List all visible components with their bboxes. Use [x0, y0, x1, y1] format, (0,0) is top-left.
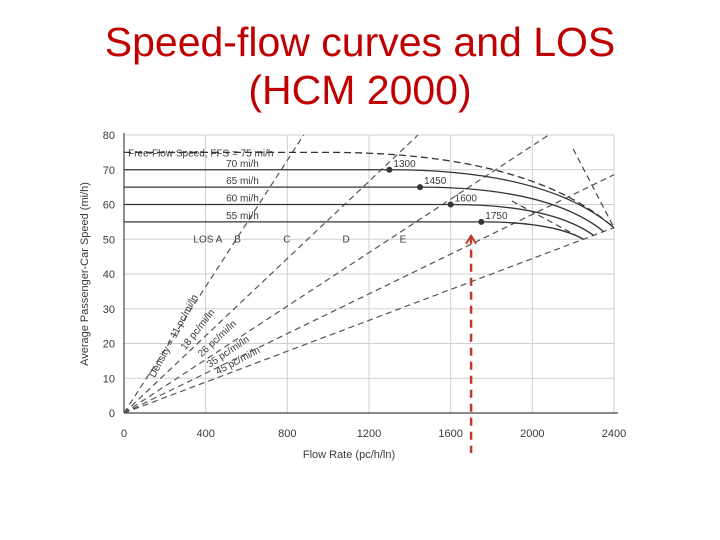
- density-line: [123, 134, 549, 414]
- los-label: LOS A: [193, 235, 222, 246]
- breakpoint-label: 1750: [485, 211, 508, 222]
- los-label: D: [342, 235, 349, 246]
- ffs-curve-label: 60 mi/h: [226, 194, 259, 205]
- y-tick-label: 20: [103, 339, 115, 351]
- capacity-boundary-line: [511, 200, 584, 240]
- breakpoint-label: 1300: [393, 159, 416, 170]
- breakpoint-marker: [447, 201, 454, 208]
- y-tick-label: 10: [103, 373, 115, 385]
- ffs-curve-label: 70 mi/h: [226, 159, 259, 170]
- annotation-arrow-head: [465, 233, 477, 245]
- x-tick-label: 2000: [520, 428, 544, 440]
- y-axis-title: Average Passenger-Car Speed (mi/h): [79, 182, 91, 366]
- density-line: [123, 174, 615, 414]
- breakpoint-marker: [417, 184, 424, 191]
- los-label: C: [283, 235, 290, 246]
- los-label: E: [400, 235, 407, 246]
- x-tick-label: 400: [196, 428, 214, 440]
- speed-flow-curve: [124, 151, 615, 229]
- density-line: [123, 227, 615, 414]
- slide-title: Speed-flow curves and LOS (HCM 2000): [0, 18, 720, 114]
- density-line: [123, 134, 419, 414]
- capacity-boundary-line: [572, 148, 615, 229]
- los-label: B: [234, 235, 241, 246]
- y-tick-label: 0: [109, 408, 115, 420]
- x-tick-label: 0: [121, 428, 127, 440]
- ffs-curve-label: 55 mi/h: [226, 211, 259, 222]
- x-tick-label: 800: [278, 428, 296, 440]
- x-tick-label: 1200: [357, 428, 381, 440]
- ffs-curve-label: 65 mi/h: [226, 176, 259, 187]
- y-tick-label: 40: [103, 269, 115, 281]
- y-tick-label: 50: [103, 234, 115, 246]
- breakpoint-label: 1450: [424, 176, 447, 187]
- density-line: [123, 134, 305, 414]
- y-tick-label: 70: [103, 165, 115, 177]
- y-tick-label: 60: [103, 200, 115, 212]
- title-line-2: (HCM 2000): [248, 67, 472, 113]
- breakpoint-marker: [386, 166, 393, 173]
- x-tick-label: 2400: [602, 428, 626, 440]
- speed-flow-curve: [124, 186, 605, 233]
- x-axis-title: Flow Rate (pc/h/ln): [303, 449, 395, 461]
- ffs-header-label: Free-Flow Speed, FFS = 75 mi/h: [128, 148, 273, 159]
- speed-flow-curve: [124, 169, 615, 229]
- breakpoint-marker: [478, 218, 485, 225]
- title-line-1: Speed-flow curves and LOS: [104, 19, 616, 65]
- breakpoint-label: 1600: [455, 194, 478, 205]
- speed-flow-curve: [124, 203, 594, 236]
- y-tick-label: 80: [103, 130, 115, 142]
- y-tick-label: 30: [103, 304, 115, 316]
- x-tick-label: 1600: [438, 428, 462, 440]
